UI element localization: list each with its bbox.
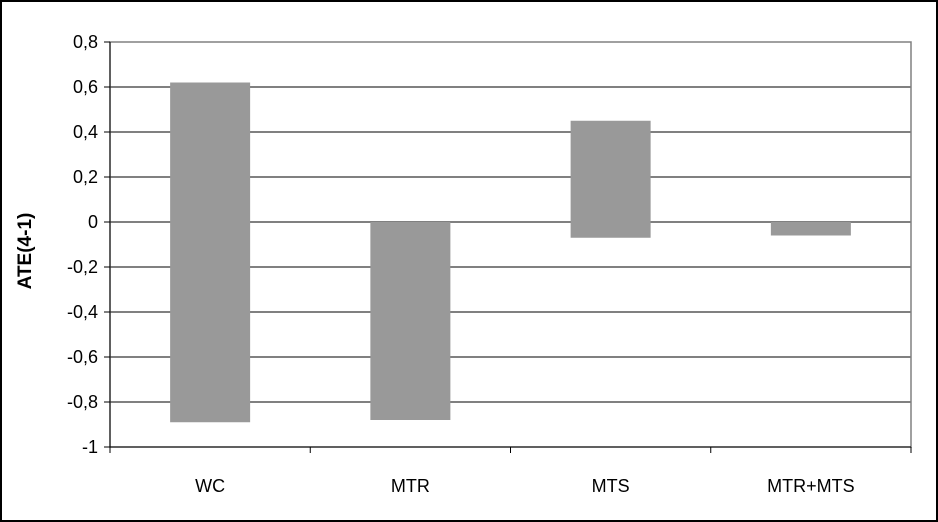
axes [104,41,912,453]
bar-mtr-mts [770,222,851,236]
x-tick-label: WC [195,476,225,496]
y-tick-label: 0,4 [73,122,98,142]
y-tick-label: -0,4 [67,302,98,322]
y-tick-label: -0,2 [67,257,98,277]
bar-wc [170,82,251,423]
bar-mts [570,120,651,238]
y-tick-label: 0,2 [73,167,98,187]
x-tick-label: MTR+MTS [767,476,855,496]
y-tick-label: 0,8 [73,32,98,52]
y-tick-label: -0,8 [67,392,98,412]
y-tick-label: 0,6 [73,77,98,97]
bars [170,82,851,423]
x-tick-label: MTS [592,476,630,496]
tick-labels: 0,8 0,6 0,4 0,2 0 -0,2 -0,4 -0,6 -0,8 -1 WC MTR MTS M… [67,32,855,496]
x-tick-label: MTR [391,476,430,496]
y-tick-label: 0 [88,212,98,232]
y-tick-label: -1 [82,437,98,457]
bar-mtr [370,222,451,420]
y-axis-title: ATE(4-1) [15,213,36,290]
y-tick-label: -0,6 [67,347,98,367]
